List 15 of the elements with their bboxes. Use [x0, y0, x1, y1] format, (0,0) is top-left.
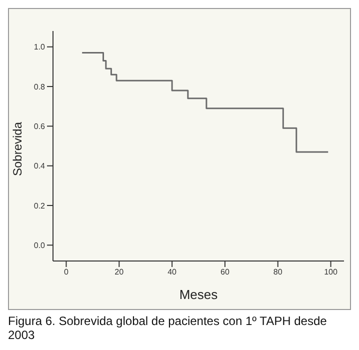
x-tick-label: 40: [168, 268, 178, 277]
text: Figura 6. Sobrevida global de pacientes con 1º TAPH desde 2003: [8, 314, 328, 342]
y-tick-label: 0.8: [34, 82, 46, 92]
x-tick-label: 60: [220, 268, 230, 277]
y-axis-title: Sobrevida: [10, 122, 24, 176]
y-tick-label: 0.4: [34, 162, 46, 171]
x-axis-title: Meses: [179, 287, 218, 302]
y-tick-label: 0.0: [34, 240, 46, 250]
y-tick-label: 1.0: [34, 42, 46, 52]
y-tick-label: 0.6: [34, 122, 46, 132]
x-tick-label: 20: [114, 268, 124, 277]
x-tick-label: 100: [324, 268, 338, 277]
y-tick-label: 0.2: [34, 201, 46, 210]
x-tick-label: 0: [64, 268, 69, 277]
x-tick-label: 80: [273, 268, 283, 277]
